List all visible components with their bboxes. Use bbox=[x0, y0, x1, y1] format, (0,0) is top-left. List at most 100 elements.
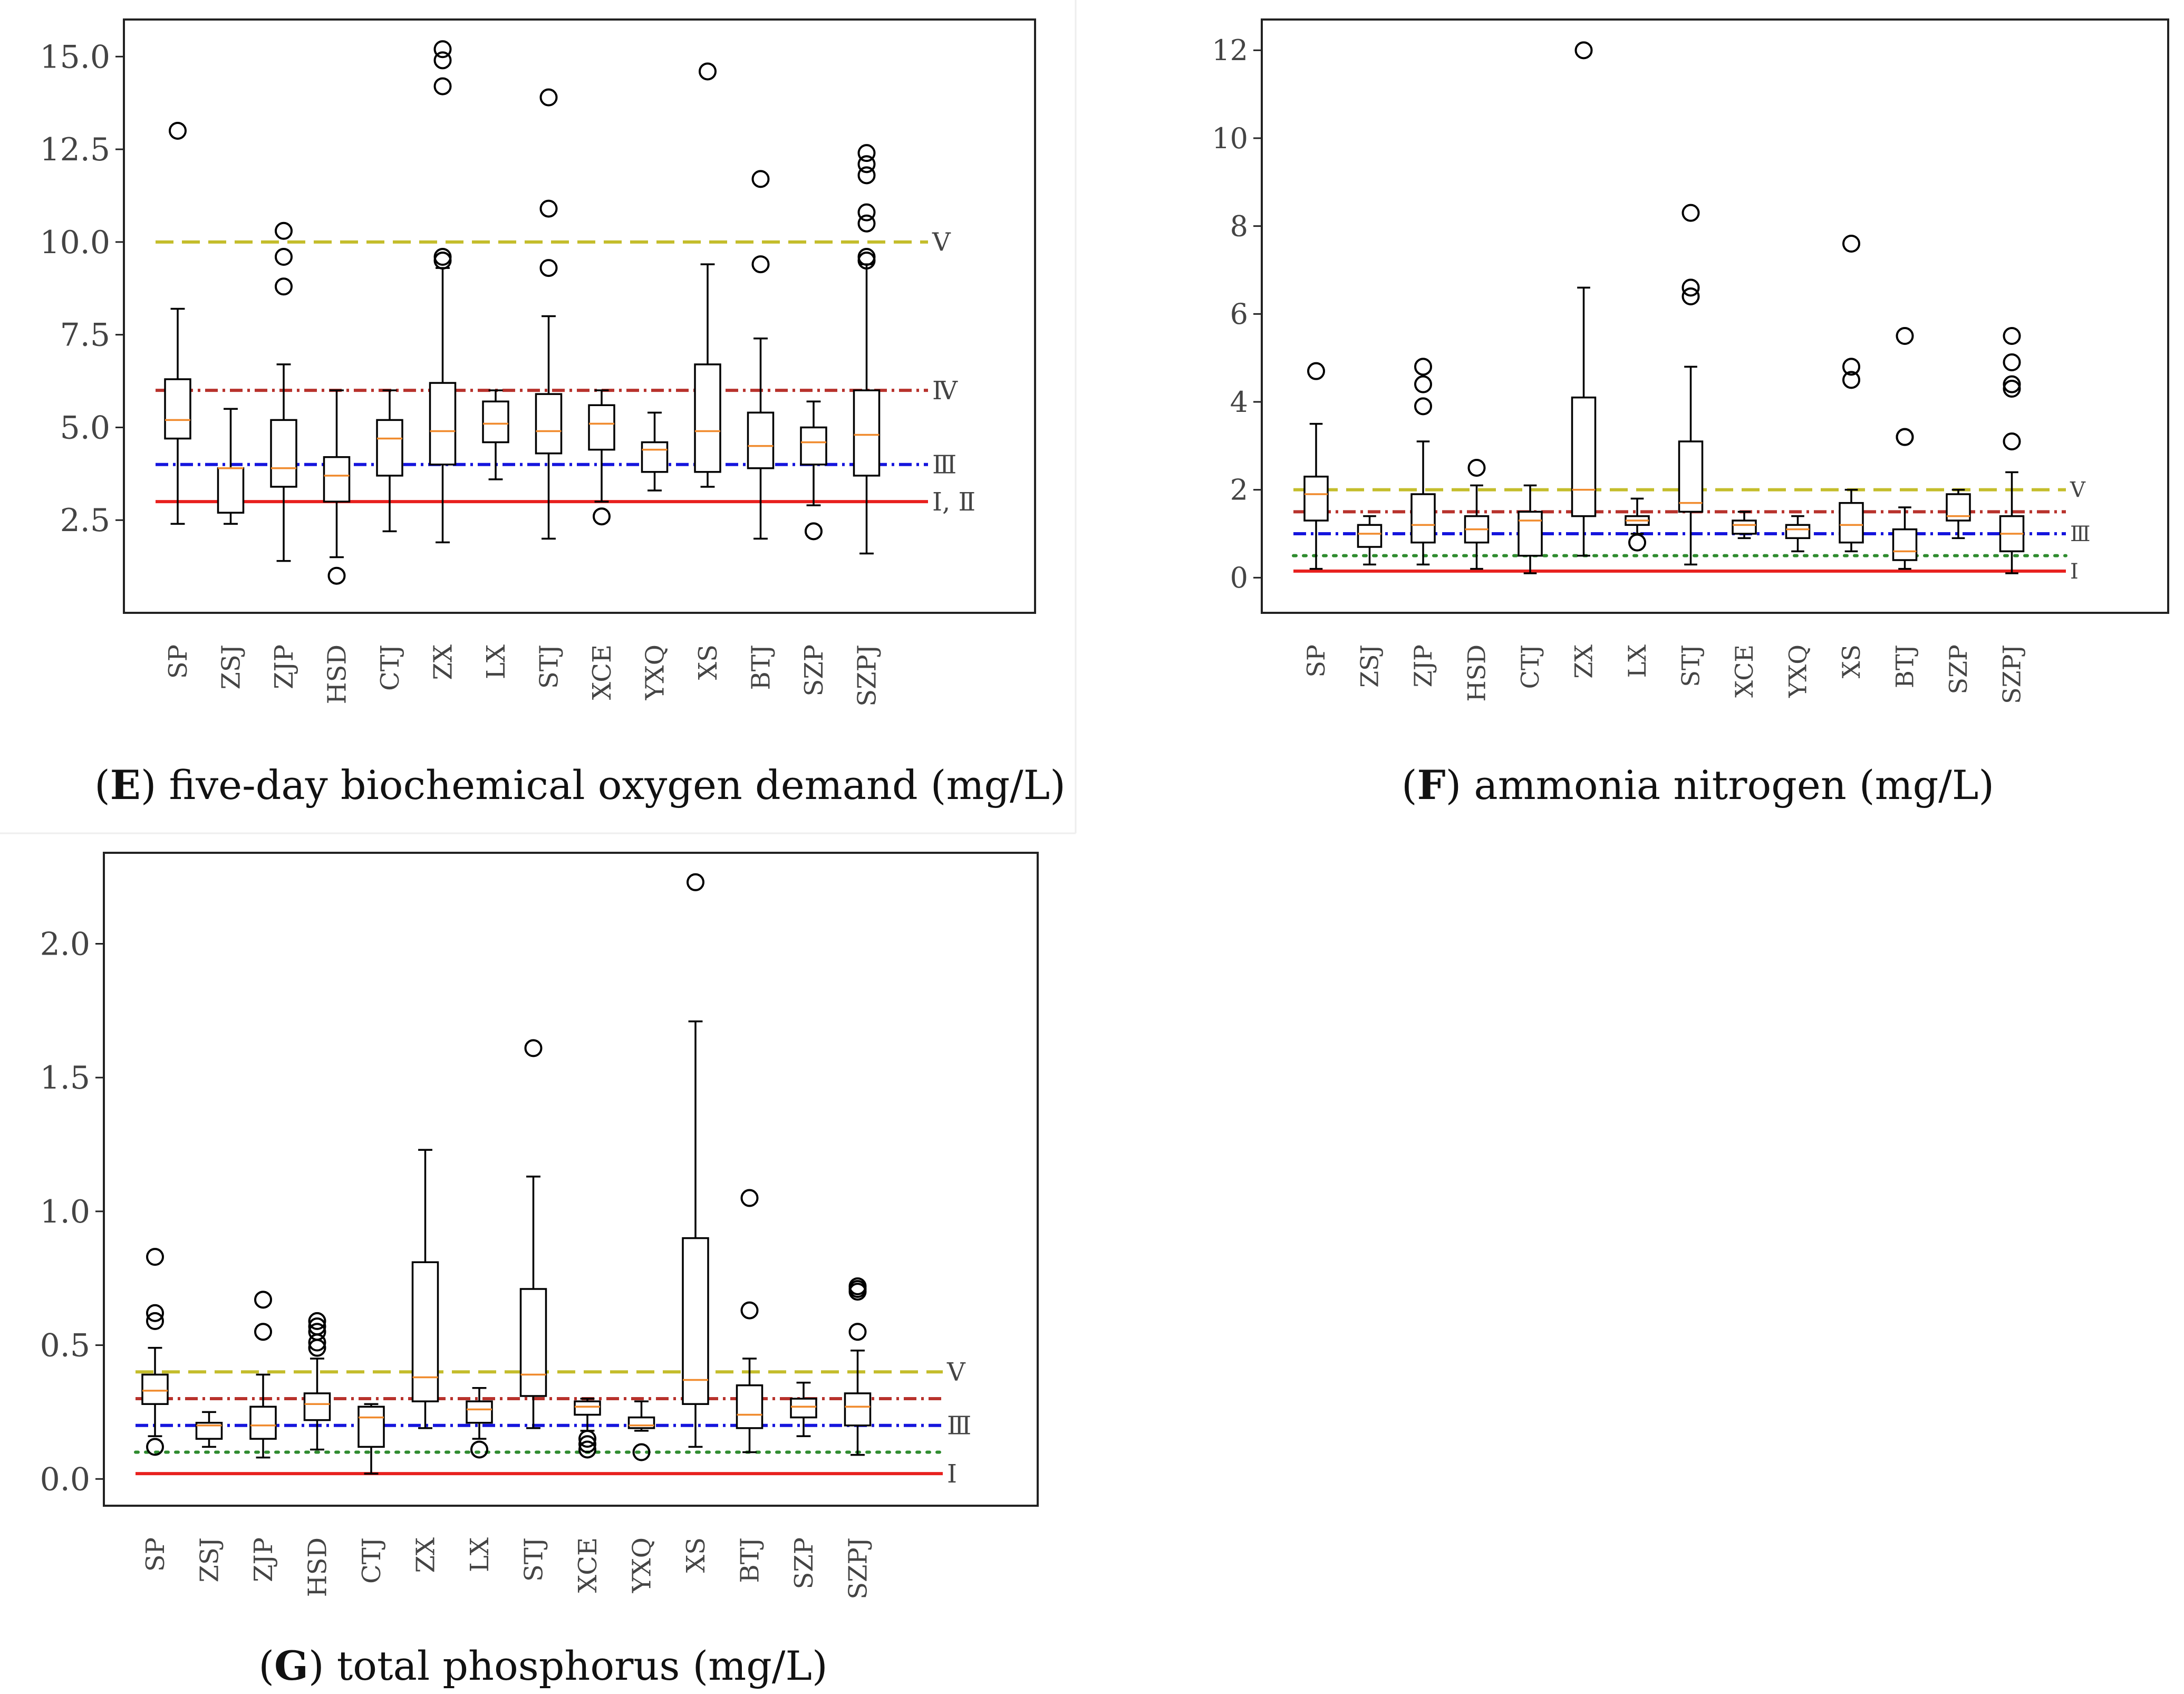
x-category-label: SZP bbox=[799, 644, 829, 697]
x-category-label: YXQ bbox=[1784, 644, 1812, 698]
x-category-label: XCE bbox=[1730, 644, 1758, 698]
outlier-point bbox=[1842, 235, 1860, 253]
x-category-label: SZPJ bbox=[852, 644, 882, 707]
outlier-point bbox=[146, 1438, 164, 1456]
iqr-box bbox=[535, 393, 563, 455]
outlier-point bbox=[578, 1430, 596, 1448]
outlier-point bbox=[1574, 41, 1593, 60]
outlier-point bbox=[2003, 375, 2021, 393]
outlier-point bbox=[433, 77, 452, 95]
outlier-point bbox=[1414, 397, 1432, 416]
outlier-point bbox=[857, 203, 876, 222]
y-tick-label: 4 bbox=[1230, 386, 1248, 419]
box-sp bbox=[141, 1248, 169, 1456]
outlier-point bbox=[2003, 380, 2021, 398]
x-category-label: XCE bbox=[573, 1537, 603, 1593]
x-category-label: BTJ bbox=[746, 644, 776, 690]
outlier-point bbox=[1467, 459, 1486, 477]
box-zjp bbox=[1410, 358, 1436, 566]
box-szp bbox=[790, 1381, 817, 1437]
iqr-box bbox=[682, 1237, 709, 1405]
caption-panel-letter: G bbox=[274, 1642, 308, 1689]
x-category-label: XS bbox=[693, 644, 723, 680]
box-zsj bbox=[195, 1411, 223, 1448]
outlier-point bbox=[433, 248, 452, 266]
panel-e-bod5: 2.5 5.0 7.5 10.0 12.5 15.0 Ⅰ, Ⅱ Ⅲ Ⅳ Ⅴ SP ZSJ ZJP HSD C… bbox=[40, 18, 1066, 808]
outlier-point bbox=[539, 199, 558, 218]
iqr-box bbox=[164, 378, 191, 440]
y-tick-label: 6 bbox=[1230, 297, 1248, 331]
iqr-box bbox=[1571, 396, 1597, 517]
x-category-label: ZJP bbox=[269, 644, 299, 689]
panel-caption: (F) ammonia nitrogen (mg/L) bbox=[1402, 762, 1994, 808]
x-category-label: SZPJ bbox=[843, 1537, 873, 1600]
box-yxq bbox=[641, 411, 669, 492]
outlier-point bbox=[539, 259, 558, 277]
panel-caption: (G) total phosphorus (mg/L) bbox=[258, 1642, 827, 1689]
panel-f-ammonia-nitrogen: 0 2 4 6 8 10 12 Ⅰ Ⅲ Ⅴ SP ZSJ ZJP HSD CTJ ZX LX STJ XCE YXQ X… bbox=[1212, 18, 2169, 808]
outlier-point bbox=[1628, 533, 1646, 552]
outlier-point bbox=[1842, 358, 1860, 376]
outlier-point bbox=[1414, 358, 1432, 376]
box-sp bbox=[1303, 362, 1329, 570]
plot-frame bbox=[1261, 18, 2169, 614]
outlier-point bbox=[308, 1323, 326, 1341]
y-tick-label: 1.0 bbox=[40, 1194, 90, 1230]
outlier-point bbox=[146, 1248, 164, 1266]
y-tick-label: 1.5 bbox=[40, 1060, 90, 1096]
caption-text: five-day biochemical oxygen demand (mg/L… bbox=[169, 762, 1066, 808]
x-category-label: HSD bbox=[1463, 644, 1491, 702]
outlier-point bbox=[275, 222, 293, 240]
caption-text: total phosphorus (mg/L) bbox=[337, 1642, 828, 1689]
iqr-box bbox=[303, 1392, 331, 1421]
iqr-box bbox=[1892, 528, 1918, 561]
outlier-point bbox=[857, 166, 876, 185]
outlier-point bbox=[751, 170, 770, 188]
box-zx bbox=[1571, 41, 1597, 557]
box-szpj bbox=[844, 1277, 872, 1456]
x-category-label: ZJP bbox=[249, 1537, 278, 1582]
iqr-box bbox=[376, 419, 403, 477]
outlier-point bbox=[848, 1277, 867, 1295]
y-tick-label: 0 bbox=[1230, 561, 1248, 594]
box-sp bbox=[164, 121, 191, 525]
outlier-point bbox=[539, 88, 558, 107]
iqr-box bbox=[747, 411, 775, 469]
x-category-label: LX bbox=[1623, 644, 1651, 678]
outlier-point bbox=[1414, 375, 1432, 393]
box-hsd bbox=[323, 389, 351, 585]
caption-text: ammonia nitrogen (mg/L) bbox=[1474, 762, 1994, 808]
reference-line-label: Ⅲ bbox=[2070, 522, 2091, 546]
box-zsj bbox=[217, 408, 245, 525]
box-hsd bbox=[1464, 459, 1490, 570]
x-category-label: CTJ bbox=[375, 644, 405, 691]
outlier-point bbox=[1307, 362, 1325, 380]
iqr-box bbox=[641, 441, 669, 473]
iqr-box bbox=[1357, 524, 1383, 548]
reference-line-label: Ⅴ bbox=[2070, 478, 2086, 503]
plot-frame bbox=[123, 18, 1036, 614]
x-category-label: ZSJ bbox=[1356, 644, 1384, 688]
reference-line-label: Ⅳ bbox=[932, 376, 958, 406]
box-ctj bbox=[376, 389, 403, 533]
outlier-point bbox=[857, 248, 876, 266]
box-stj bbox=[1678, 204, 1704, 566]
iqr-box bbox=[429, 382, 457, 466]
x-category-label: BTJ bbox=[1891, 644, 1919, 688]
x-category-label: XCE bbox=[587, 644, 617, 700]
iqr-box bbox=[1410, 493, 1436, 544]
x-category-label: STJ bbox=[519, 1537, 548, 1582]
caption-paren-open: ( bbox=[1402, 762, 1417, 808]
reference-line-label: Ⅰ, Ⅱ bbox=[932, 487, 975, 517]
outlier-point bbox=[740, 1301, 759, 1320]
x-category-label: SP bbox=[141, 1537, 170, 1572]
x-category-label: XS bbox=[681, 1537, 711, 1573]
y-tick-label: 7.5 bbox=[60, 317, 110, 354]
outlier-point bbox=[1896, 327, 1914, 345]
y-tick-label: 12 bbox=[1212, 34, 1248, 67]
iqr-box bbox=[800, 426, 827, 466]
x-category-label: ZSJ bbox=[195, 1537, 224, 1582]
box-zx bbox=[429, 40, 457, 544]
outlier-point bbox=[857, 155, 876, 174]
